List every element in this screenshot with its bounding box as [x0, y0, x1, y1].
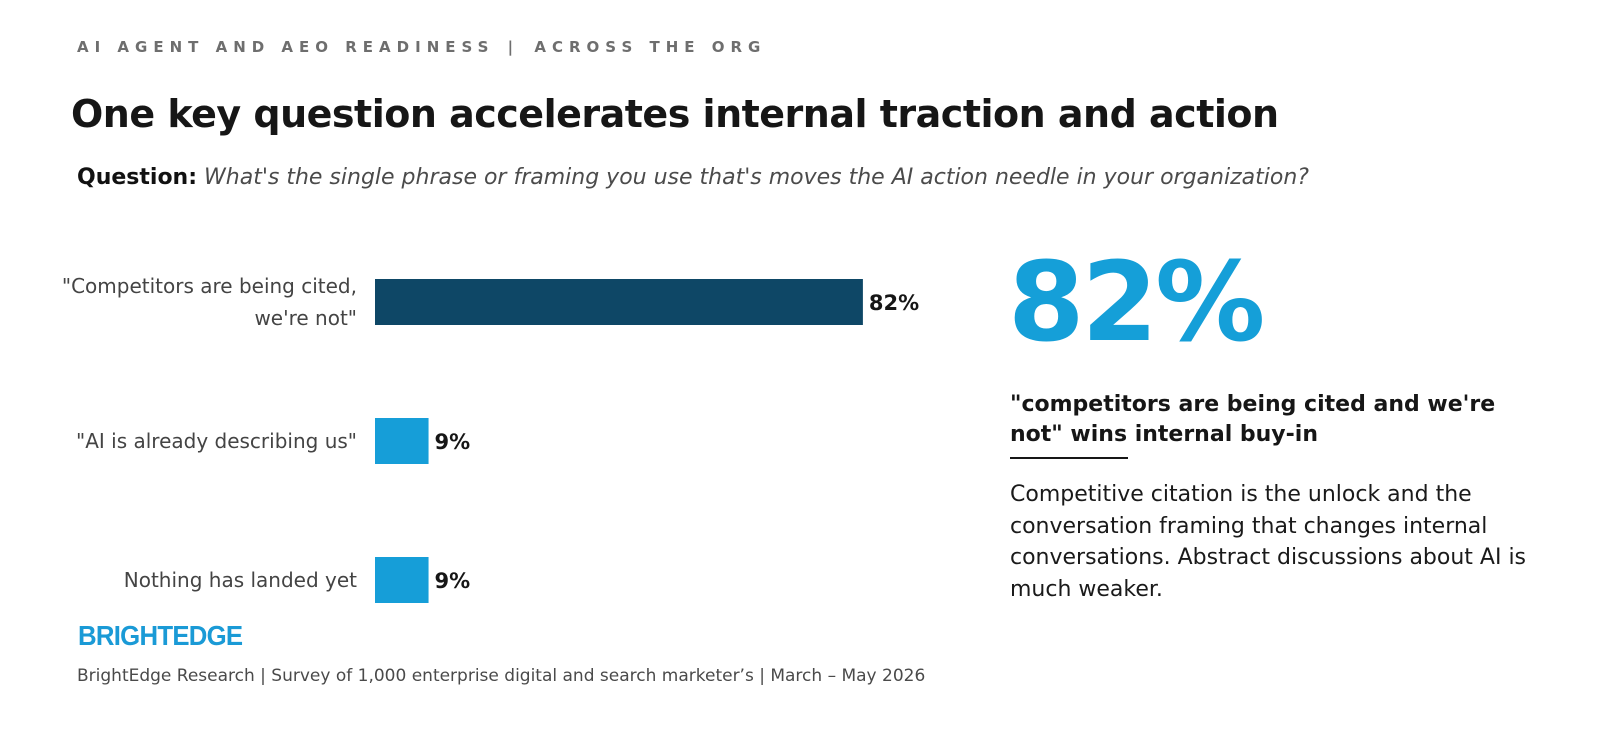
- category-label-line: "AI is already describing us": [76, 429, 357, 453]
- bar-value-label-3: 9%: [435, 569, 471, 593]
- stat-headline: "competitors are being cited and we're n…: [1010, 392, 1496, 447]
- bar-3: [375, 557, 429, 603]
- eyebrow-left: AI AGENT AND AEO READINESS: [77, 38, 495, 56]
- eyebrow-separator: |: [507, 38, 520, 56]
- category-label-1: "Competitors are being cited, we're not": [62, 274, 357, 330]
- bar-1: [375, 279, 863, 325]
- question-text: What's the single phrase or framing you …: [204, 165, 1309, 190]
- question-label: Question:: [77, 165, 198, 190]
- bar-value-label-2: 9%: [435, 430, 471, 454]
- category-label-3: Nothing has landed yet: [124, 568, 357, 592]
- eyebrow-right: ACROSS THE ORG: [534, 38, 767, 56]
- headline-divider: [1010, 457, 1128, 459]
- stat-body: Competitive citation is the unlock and t…: [1010, 482, 1527, 602]
- brightedge-logo: BRIGHTEDGE: [78, 620, 243, 651]
- survey-question: Question: What's the single phrase or fr…: [77, 165, 1309, 190]
- section-eyebrow: AI AGENT AND AEO READINESS | ACROSS THE …: [77, 38, 766, 56]
- bar-chart: 82% "Competitors are being cited, we're no…: [62, 274, 919, 603]
- category-label-line: we're not": [254, 306, 357, 330]
- category-label-line: Nothing has landed yet: [124, 568, 357, 592]
- bar-value-label-1: 82%: [869, 291, 919, 315]
- bar-2: [375, 418, 429, 464]
- category-label-2: "AI is already describing us": [76, 429, 357, 453]
- source-footer: BrightEdge Research | Survey of 1,000 en…: [77, 666, 926, 686]
- big-stat: 82%: [1008, 238, 1265, 366]
- page-title: One key question accelerates internal tr…: [71, 92, 1279, 136]
- category-label-line: "Competitors are being cited,: [62, 274, 357, 298]
